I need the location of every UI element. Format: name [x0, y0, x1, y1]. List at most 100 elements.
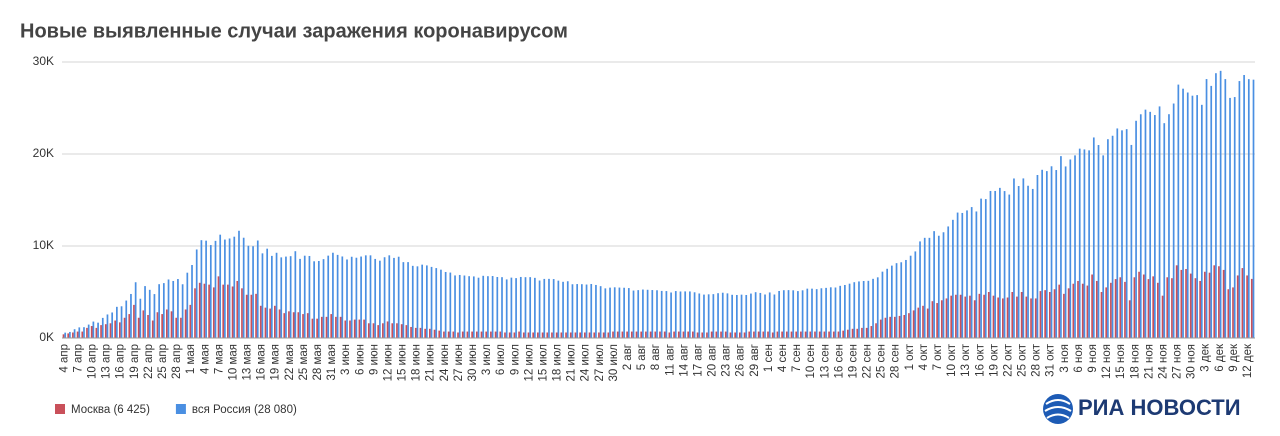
bar: [198, 282, 201, 338]
bar: [740, 294, 743, 338]
bar: [560, 332, 563, 338]
bar: [222, 284, 225, 338]
x-tick-label: 18 ноя: [1129, 344, 1141, 379]
bar: [1210, 85, 1213, 339]
x-tick-label: 7 апр: [72, 344, 84, 373]
bar: [524, 277, 527, 338]
bar: [510, 277, 513, 338]
bar: [673, 331, 675, 338]
bar: [405, 325, 408, 338]
bar: [200, 240, 203, 338]
bar: [599, 286, 602, 338]
y-tick-label: 20K: [33, 146, 54, 160]
bar: [952, 219, 954, 338]
bar: [626, 331, 628, 338]
bar: [1133, 277, 1136, 338]
x-tick-label: 22 сен: [862, 344, 874, 378]
bar: [374, 258, 377, 338]
bar: [233, 236, 236, 338]
bar: [379, 260, 381, 338]
logo: РИА НОВОСТИ: [1043, 394, 1241, 424]
bar: [139, 298, 142, 338]
bar: [642, 289, 644, 338]
bar: [130, 293, 132, 338]
bar: [834, 287, 837, 338]
bar: [250, 294, 253, 338]
bar: [726, 293, 729, 338]
bar: [452, 331, 455, 338]
bar: [1100, 292, 1103, 338]
bar: [490, 331, 492, 338]
bar: [768, 292, 771, 338]
bar: [884, 317, 887, 338]
bar: [1175, 265, 1178, 338]
bar: [256, 240, 259, 338]
bar: [289, 256, 292, 338]
x-tick-label: 3 дек: [1200, 343, 1212, 372]
bar: [776, 331, 779, 338]
bar: [973, 300, 976, 338]
bar: [942, 232, 945, 338]
x-tick-label: 27 ноя: [1172, 344, 1184, 379]
bar: [574, 332, 577, 338]
bar: [569, 332, 572, 338]
bar: [1053, 289, 1056, 338]
bar: [499, 331, 502, 338]
y-tick-label: 30K: [33, 54, 54, 68]
bar: [814, 331, 816, 338]
bar: [191, 265, 193, 338]
bar: [327, 255, 330, 338]
bar: [1142, 274, 1145, 338]
bar: [778, 290, 780, 338]
bar: [759, 292, 762, 338]
bar: [69, 331, 71, 338]
bar: [654, 331, 657, 338]
bar: [820, 288, 823, 338]
bar: [1027, 185, 1029, 338]
bar: [782, 290, 785, 338]
bar: [900, 262, 903, 338]
x-tick-label: 12 дек: [1242, 343, 1254, 378]
x-tick-label: 20 авг: [707, 344, 719, 377]
bar: [989, 190, 992, 338]
bar: [212, 287, 215, 338]
bar: [748, 331, 751, 338]
bar: [1034, 298, 1037, 338]
bar: [364, 255, 367, 338]
bar: [914, 251, 917, 338]
bar: [1125, 129, 1128, 338]
bar: [205, 240, 207, 338]
bar: [1083, 149, 1086, 338]
bar: [585, 284, 588, 338]
bar: [101, 317, 104, 338]
bar: [466, 331, 469, 338]
bar: [659, 331, 661, 338]
bar: [710, 331, 713, 338]
bar: [508, 332, 511, 338]
bar: [386, 321, 389, 338]
x-tick-label: 4 сен: [777, 344, 789, 372]
x-tick-label: 19 мая: [270, 344, 282, 381]
bar: [1020, 292, 1023, 338]
bar: [1069, 159, 1072, 338]
bar: [485, 331, 488, 338]
bar: [1016, 296, 1018, 338]
x-tick-label: 16 сен: [833, 344, 845, 378]
bar: [1091, 274, 1093, 338]
bar: [1205, 79, 1208, 338]
bar: [745, 294, 748, 338]
bar: [111, 312, 114, 338]
bar: [393, 257, 395, 338]
bar: [1067, 288, 1070, 338]
bar: [674, 291, 677, 338]
bar: [64, 332, 67, 338]
x-tick-label: 1 окт: [904, 343, 916, 370]
x-tick-label: 1 мая: [185, 344, 197, 374]
bar: [360, 256, 362, 338]
bar: [494, 331, 497, 338]
bar: [698, 293, 701, 338]
bar: [1048, 292, 1051, 338]
bar: [367, 323, 370, 338]
